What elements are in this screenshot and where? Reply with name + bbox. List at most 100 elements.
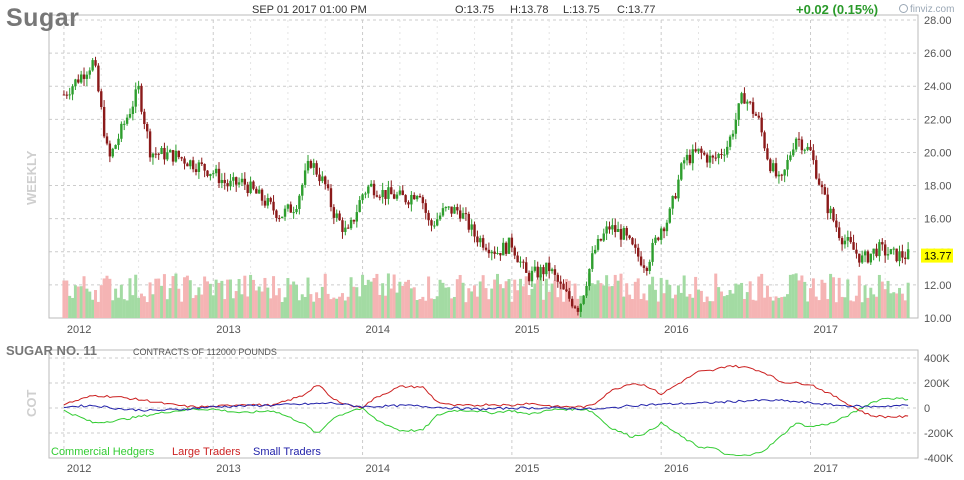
volume-bar	[174, 273, 178, 318]
volume-bar	[484, 288, 488, 318]
candle-body	[286, 204, 290, 209]
volume-bar	[249, 274, 253, 318]
volume-bar	[843, 297, 847, 318]
volume-bar	[312, 301, 316, 318]
volume-bar	[742, 298, 746, 318]
finviz-logo[interactable]: finviz.com	[899, 4, 954, 15]
volume-bar	[461, 282, 465, 318]
candle-body	[171, 150, 175, 162]
volume-bar	[593, 284, 597, 318]
candle-body	[358, 200, 361, 213]
volume-bar	[590, 283, 594, 318]
candle-body	[100, 91, 103, 107]
volume-bar	[171, 276, 175, 318]
candle-body	[743, 93, 746, 104]
volume-bar	[814, 296, 818, 318]
candle-body	[591, 253, 594, 269]
candle-body	[720, 154, 723, 156]
volume-bar	[243, 275, 247, 318]
candle-body	[102, 106, 106, 137]
volume-bar	[332, 297, 336, 318]
volume-bar	[131, 295, 135, 318]
candle-body	[662, 228, 666, 232]
volume-bar	[653, 289, 657, 318]
candle-body	[180, 157, 183, 159]
candle-body	[65, 94, 69, 96]
candle-body	[111, 148, 114, 157]
candle-body	[424, 203, 427, 213]
candle-body	[628, 235, 631, 239]
candle-body	[484, 247, 488, 250]
candle-body	[168, 150, 172, 153]
volume-bar	[872, 294, 876, 318]
candle-body	[849, 237, 852, 243]
candle-body	[157, 153, 160, 155]
candle-body	[74, 79, 77, 87]
candle-body	[257, 189, 261, 194]
candle-body	[355, 212, 359, 222]
candle-body	[593, 249, 597, 254]
candle-body	[703, 152, 706, 155]
volume-bar	[895, 293, 899, 318]
volume-bar	[237, 279, 241, 318]
volume-bar	[852, 301, 856, 318]
volume-bar	[834, 302, 838, 318]
volume-bar	[820, 279, 824, 318]
cot-title: SUGAR NO. 11	[6, 343, 98, 358]
cot-grid	[48, 349, 919, 459]
candle-body	[318, 174, 321, 182]
volume-bar	[111, 300, 115, 318]
volume-bar	[788, 274, 792, 318]
candle-body	[562, 283, 565, 290]
volume-bar	[570, 301, 574, 318]
candle-body	[522, 261, 525, 263]
volume-bar	[817, 300, 821, 318]
candle-body	[88, 70, 91, 75]
volume-bars	[62, 273, 910, 318]
candle-body	[817, 178, 821, 185]
candle-body	[651, 242, 654, 262]
volume-bar	[352, 286, 356, 318]
volume-bar	[151, 294, 155, 318]
cot-axis: 400K 200K 0 -200K -400K 2012 2013 2014 2015 2016 2…	[24, 353, 954, 475]
candle-body	[499, 253, 502, 256]
volume-bar	[323, 273, 327, 318]
volume-bar	[783, 296, 787, 318]
volume-bar	[85, 288, 89, 318]
candle-body	[883, 244, 887, 256]
volume-bar	[530, 288, 534, 318]
volume-bar	[487, 299, 491, 318]
price-tick-label: 24.00	[924, 81, 952, 93]
volume-bar	[71, 297, 75, 318]
candle-body	[85, 74, 89, 79]
volume-bar	[903, 300, 907, 318]
volume-bar	[676, 285, 680, 318]
candle-body	[335, 213, 338, 218]
candle-body	[226, 183, 229, 187]
volume-bar	[607, 286, 611, 318]
volume-bar	[409, 288, 413, 318]
candle-body	[723, 154, 726, 156]
candle-body	[726, 146, 729, 155]
volume-bar	[269, 298, 273, 318]
volume-bar	[504, 281, 508, 318]
volume-bar	[633, 281, 637, 318]
candle-body	[697, 148, 700, 152]
candle-body	[301, 184, 304, 196]
candle-body	[473, 224, 476, 237]
candle-body	[579, 303, 582, 312]
candle-body	[823, 187, 827, 195]
candle-body	[671, 196, 674, 209]
candle-body	[191, 160, 195, 170]
volume-bar	[358, 296, 362, 318]
volume-bar	[300, 294, 304, 318]
candle-body	[608, 226, 611, 230]
volume-bar	[220, 280, 224, 318]
candle-body	[123, 123, 126, 125]
candle-body	[97, 65, 100, 92]
candle-body	[803, 149, 806, 151]
volume-bar	[68, 295, 72, 318]
candle-body	[654, 237, 657, 243]
quote-close: C:13.77	[617, 4, 656, 16]
candle-body	[166, 152, 169, 160]
